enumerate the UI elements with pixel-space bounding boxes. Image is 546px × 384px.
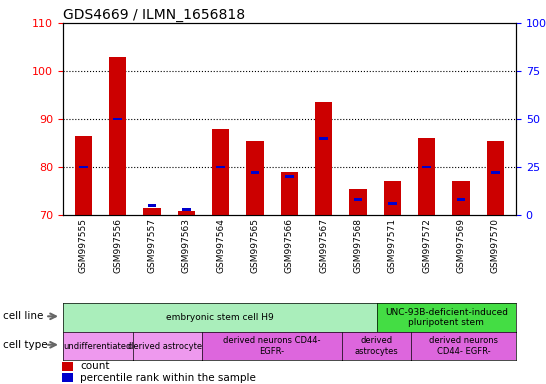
Bar [216,166,225,169]
Text: GDS4669 / ILMN_1656818: GDS4669 / ILMN_1656818 [63,8,245,22]
Bar [251,171,259,174]
Bar [182,208,191,211]
Bar [354,198,363,201]
Text: derived neurons
CD44- EGFR-: derived neurons CD44- EGFR- [429,336,498,356]
Text: cell line: cell line [3,311,44,321]
Bar [453,181,470,215]
Bar [418,138,435,215]
Bar [384,181,401,215]
Text: UNC-93B-deficient-induced
pluripotent stem: UNC-93B-deficient-induced pluripotent st… [385,308,508,328]
Text: undifferentiated: undifferentiated [63,342,132,351]
Bar [144,208,161,215]
Bar [281,172,298,215]
Bar [487,141,504,215]
Bar [246,141,264,215]
Bar [457,198,465,201]
Bar [285,175,294,178]
Bar [349,189,366,215]
Bar [109,56,126,215]
Text: count: count [80,361,110,371]
Text: percentile rank within the sample: percentile rank within the sample [80,372,256,382]
Bar [148,204,156,207]
Bar [62,362,73,371]
Bar [212,129,229,215]
Bar [114,118,122,121]
Bar [423,166,431,169]
Text: cell type: cell type [3,340,48,350]
Text: derived astrocytes: derived astrocytes [128,342,206,351]
Text: embryonic stem cell H9: embryonic stem cell H9 [166,313,274,322]
Text: derived
astrocytes: derived astrocytes [355,336,399,356]
Bar [388,202,396,205]
Bar [491,171,500,174]
Bar [62,373,73,382]
Bar [319,137,328,140]
Bar [178,211,195,215]
Bar [79,166,88,169]
Bar [75,136,92,215]
Bar [315,102,333,215]
Text: derived neurons CD44-
EGFR-: derived neurons CD44- EGFR- [223,336,321,356]
